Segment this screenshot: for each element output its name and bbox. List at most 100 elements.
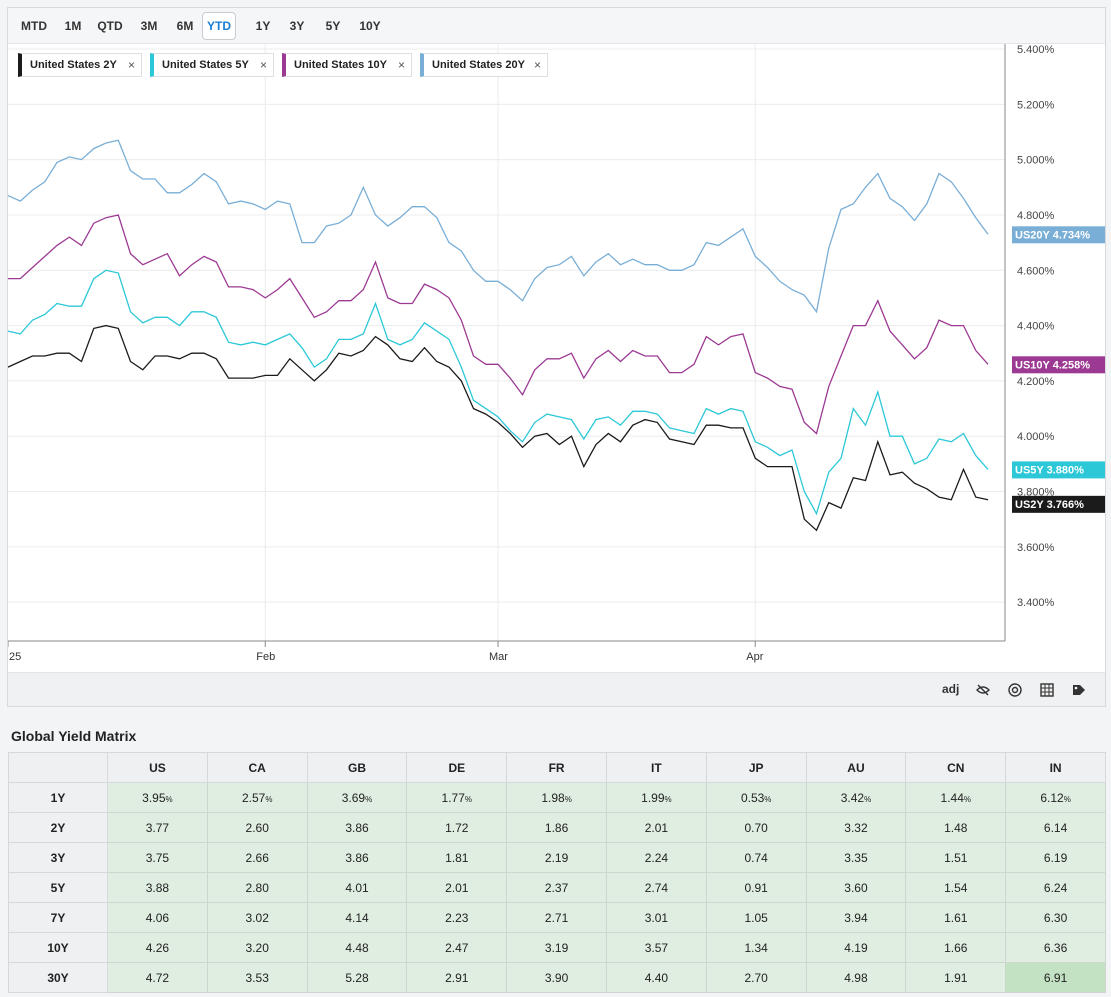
yield-cell[interactable]: 3.53 [206,962,308,993]
yield-cell[interactable]: 2.37 [506,872,607,903]
column-header[interactable]: JP [705,752,807,783]
yield-cell[interactable]: 3.94 [805,902,907,933]
yield-cell[interactable]: 4.06 [107,902,208,933]
yield-cell[interactable]: 1.48 [905,812,1007,843]
column-header[interactable]: IN [1005,752,1106,783]
yield-cell[interactable]: 3.60 [805,872,907,903]
yield-cell[interactable]: 6.14 [1005,812,1106,843]
yield-cell[interactable]: 0.74 [705,842,807,873]
yield-cell[interactable]: 4.40 [605,962,707,993]
yield-cell[interactable]: 1.72 [406,812,508,843]
adj-toggle[interactable]: adj [942,682,960,696]
column-header[interactable]: IT [605,752,707,783]
column-header[interactable]: FR [506,752,607,783]
yield-cell[interactable]: 3.69% [306,782,408,813]
yield-cell[interactable]: 4.26 [107,932,208,963]
yield-cell[interactable]: 3.57 [605,932,707,963]
yield-cell[interactable]: 2.01 [605,812,707,843]
yield-cell[interactable]: 1.44% [905,782,1007,813]
yield-cell[interactable]: 3.90 [506,962,607,993]
yield-cell[interactable]: 1.51 [905,842,1007,873]
yield-cell[interactable]: 3.19 [506,932,607,963]
yield-cell[interactable]: 2.24 [605,842,707,873]
range-tab-10y[interactable]: 10Y [359,19,381,33]
yield-cell[interactable]: 6.91 [1005,962,1106,993]
yield-cell[interactable]: 0.53% [705,782,807,813]
yield-cell[interactable]: 3.88 [107,872,208,903]
yield-cell[interactable]: 0.70 [705,812,807,843]
yield-cell[interactable]: 3.32 [805,812,907,843]
column-header[interactable]: CN [905,752,1007,783]
eye-off-icon[interactable] [975,682,991,701]
yield-cell[interactable]: 5.28 [306,962,408,993]
remove-series-button[interactable]: × [533,58,541,72]
yield-cell[interactable]: 2.01 [406,872,508,903]
range-tab-5y[interactable]: 5Y [325,19,341,33]
yield-cell[interactable]: 1.05 [705,902,807,933]
yield-cell[interactable]: 3.75 [107,842,208,873]
range-tab-qtd[interactable]: QTD [97,19,123,33]
yield-cell[interactable]: 3.95% [107,782,208,813]
column-header[interactable]: US [107,752,208,783]
yield-cell[interactable]: 2.66 [206,842,308,873]
yield-cell[interactable]: 2.71 [506,902,607,933]
yield-cell[interactable]: 6.12% [1005,782,1106,813]
yield-cell[interactable]: 4.19 [805,932,907,963]
column-header[interactable]: DE [406,752,508,783]
yield-cell[interactable]: 6.30 [1005,902,1106,933]
yield-cell[interactable]: 0.91 [705,872,807,903]
legend-chip[interactable]: United States 10Y × [282,53,412,77]
target-icon[interactable] [1007,682,1023,701]
yield-cell[interactable]: 3.86 [306,842,408,873]
yield-cell[interactable]: 4.72 [107,962,208,993]
range-tab-1y[interactable]: 1Y [255,19,271,33]
yield-cell[interactable]: 1.61 [905,902,1007,933]
yield-cell[interactable]: 2.80 [206,872,308,903]
yield-cell[interactable]: 2.74 [605,872,707,903]
yield-cell[interactable]: 3.77 [107,812,208,843]
yield-cell[interactable]: 3.35 [805,842,907,873]
yield-cell[interactable]: 4.01 [306,872,408,903]
yield-cell[interactable]: 2.23 [406,902,508,933]
yield-cell[interactable]: 1.81 [406,842,508,873]
yield-cell[interactable]: 6.24 [1005,872,1106,903]
range-tab-1m[interactable]: 1M [64,19,82,33]
yield-cell[interactable]: 1.99% [605,782,707,813]
legend-chip[interactable]: United States 2Y × [18,53,142,77]
yield-cell[interactable]: 6.36 [1005,932,1106,963]
yield-chart[interactable]: 3.400% 3.600% 3.800% 4.000% 4.200% 4.400% 4.60… [8,44,1105,672]
remove-series-button[interactable]: × [397,58,405,72]
yield-cell[interactable]: 1.91 [905,962,1007,993]
yield-cell[interactable]: 2.19 [506,842,607,873]
legend-chip[interactable]: United States 20Y × [420,53,548,77]
range-tab-mtd[interactable]: MTD [21,19,47,33]
yield-cell[interactable]: 2.57% [206,782,308,813]
yield-cell[interactable]: 2.60 [206,812,308,843]
remove-series-button[interactable]: × [259,58,267,72]
yield-cell[interactable]: 2.91 [406,962,508,993]
tag-icon[interactable] [1071,682,1087,701]
yield-cell[interactable]: 3.20 [206,932,308,963]
yield-cell[interactable]: 4.14 [306,902,408,933]
legend-chip[interactable]: United States 5Y × [150,53,274,77]
range-tab-ytd[interactable]: YTD [202,12,236,40]
range-tab-3y[interactable]: 3Y [289,19,305,33]
yield-cell[interactable]: 2.70 [705,962,807,993]
yield-cell[interactable]: 3.02 [206,902,308,933]
grid-icon[interactable] [1039,682,1055,701]
yield-cell[interactable]: 1.98% [506,782,607,813]
column-header[interactable]: AU [805,752,907,783]
yield-cell[interactable]: 3.01 [605,902,707,933]
yield-cell[interactable]: 1.34 [705,932,807,963]
range-tab-6m[interactable]: 6M [176,19,194,33]
range-tab-3m[interactable]: 3M [140,19,158,33]
column-header[interactable]: GB [306,752,408,783]
yield-cell[interactable]: 4.98 [805,962,907,993]
yield-cell[interactable]: 3.42% [805,782,907,813]
yield-cell[interactable]: 1.66 [905,932,1007,963]
yield-cell[interactable]: 1.54 [905,872,1007,903]
yield-cell[interactable]: 6.19 [1005,842,1106,873]
yield-cell[interactable]: 1.86 [506,812,607,843]
column-header[interactable]: CA [206,752,308,783]
yield-cell[interactable]: 3.86 [306,812,408,843]
